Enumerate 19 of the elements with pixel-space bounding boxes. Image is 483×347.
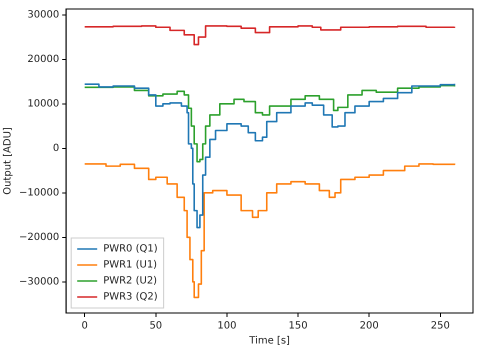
y-tick-label: 0: [52, 142, 60, 154]
x-tick-label: 0: [81, 320, 88, 332]
x-tick-label: 100: [217, 320, 236, 332]
x-tick-label: 200: [360, 320, 379, 332]
x-tick-label: 150: [288, 320, 308, 332]
y-axis-title: Output [ADU]: [2, 127, 14, 195]
y-tick-label: 30000: [27, 9, 60, 20]
y-tick-label: 10000: [27, 98, 60, 110]
x-axis-title: Time [s]: [248, 336, 290, 347]
x-tick-label: 50: [149, 320, 162, 332]
legend-label: PWR1 (U1): [103, 260, 158, 271]
legend-label: PWR2 (U2): [103, 276, 158, 287]
legend-label: PWR0 (Q1): [103, 244, 158, 255]
legend-label: PWR3 (Q2): [103, 292, 158, 303]
y-tick-label: 20000: [27, 54, 60, 65]
y-tick-label: −20000: [18, 232, 60, 243]
y-tick-label: −10000: [18, 187, 60, 198]
x-tick-label: 250: [430, 320, 450, 332]
y-tick-label: −30000: [18, 276, 60, 288]
